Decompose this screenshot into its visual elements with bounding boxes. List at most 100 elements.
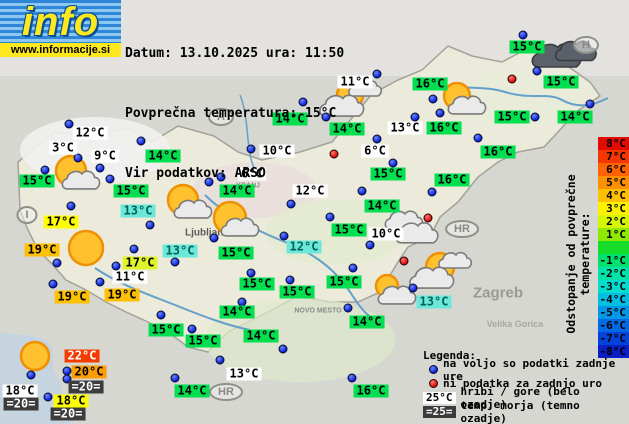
- road-sign-i: I: [16, 206, 38, 224]
- temp-label: 19°C: [104, 288, 140, 302]
- scale-bar: 8°C 7°C 6°C 5°C 4°C 3°C 2°C 1°C -1°C -2°C -3°C -4°C…: [598, 137, 629, 358]
- station-dot-blue: [372, 69, 382, 79]
- temp-label: 15°C: [494, 110, 530, 124]
- station-dot-blue: [95, 277, 105, 287]
- sun-cloud-icon: [374, 273, 417, 305]
- station-dot-blue: [26, 370, 36, 380]
- legend-white-text: hribi / gore (belo ozadje): [460, 384, 580, 411]
- station-dot-red: [399, 256, 409, 266]
- temp-label: 20°C: [71, 365, 107, 379]
- temp-label: 14°C: [145, 149, 181, 163]
- station-dot-blue: [48, 279, 58, 289]
- station-dot-blue: [62, 374, 72, 384]
- legend-dark-chip: =25=: [423, 405, 456, 418]
- city-name: NOVO MESTO: [294, 307, 342, 315]
- station-dot-blue: [343, 303, 353, 313]
- station-dot-blue: [43, 392, 53, 402]
- temp-label: 19°C: [54, 290, 90, 304]
- scale-step: -2°C: [598, 267, 629, 280]
- station-dot-blue: [427, 187, 437, 197]
- logo-stripes: info: [0, 0, 121, 43]
- road-sign-hr: HR: [445, 220, 479, 238]
- sea-temp-label: =20=: [68, 380, 104, 394]
- station-dot-blue: [170, 257, 180, 267]
- scale-step: -6°C: [598, 319, 629, 332]
- sea-temp-label: =20=: [50, 407, 86, 421]
- scale-step: -1°C: [598, 254, 629, 267]
- temp-label: 12°C: [292, 184, 328, 198]
- station-dot-blue: [410, 112, 420, 122]
- station-dot-blue: [145, 220, 155, 230]
- temp-label: 11°C: [337, 75, 373, 89]
- temp-label: 11°C: [112, 270, 148, 284]
- temp-label: 13°C: [120, 204, 156, 218]
- temp-label: 15°C: [370, 167, 406, 181]
- station-dot-blue: [246, 268, 256, 278]
- scale-step: [598, 241, 629, 254]
- temp-label: 14°C: [557, 110, 593, 124]
- station-dot-blue: [473, 133, 483, 143]
- temp-label: 18°C: [2, 384, 38, 398]
- station-dot-blue: [585, 99, 595, 109]
- scale-title: Odstopanje od povprečne temperature:: [564, 174, 592, 334]
- station-dot-blue: [278, 344, 288, 354]
- station-dot-blue: [246, 144, 256, 154]
- temp-label: 16°C: [353, 384, 389, 398]
- station-dot-blue: [95, 163, 105, 173]
- temp-label: 9°C: [91, 149, 119, 163]
- scale-step: -3°C: [598, 280, 629, 293]
- station-dot-blue: [187, 324, 197, 334]
- station-dot-blue: [204, 177, 214, 187]
- station-dot-blue: [347, 373, 357, 383]
- station-dot-blue: [216, 172, 226, 182]
- info-logo[interactable]: info www.informacije.si: [0, 0, 121, 57]
- temp-label: 16°C: [480, 145, 516, 159]
- station-dot-blue: [435, 108, 445, 118]
- station-dot-red: [423, 213, 433, 223]
- station-dot-blue: [52, 258, 62, 268]
- station-dot-blue: [357, 186, 367, 196]
- station-dot-blue: [298, 97, 308, 107]
- temp-label: 10°C: [368, 227, 404, 241]
- scale-step: 3°C: [598, 202, 629, 215]
- temp-label: 15°C: [185, 334, 221, 348]
- station-dot-blue: [209, 233, 219, 243]
- temp-label: 6°C: [238, 167, 266, 181]
- scale-step: -5°C: [598, 306, 629, 319]
- header-block: Datum: 13.10.2025 ura: 11:50 Povprečna t…: [125, 4, 344, 224]
- station-dot-blue: [111, 261, 121, 271]
- temp-label: 15°C: [218, 246, 254, 260]
- station-dot-blue: [285, 275, 295, 285]
- legend-red-text: ni podatka za zadnjo uro: [443, 377, 602, 390]
- station-dot-blue: [279, 231, 289, 241]
- temp-label: 15°C: [279, 285, 315, 299]
- temp-label: 17°C: [43, 215, 79, 229]
- station-dot-blue: [73, 153, 83, 163]
- temp-label: 12°C: [286, 240, 322, 254]
- temp-label: 13°C: [226, 367, 262, 381]
- road-sign-a: A: [208, 108, 234, 126]
- header-source: Vir podatkov: ARSO: [125, 166, 266, 181]
- station-dot-blue: [170, 373, 180, 383]
- station-dot-blue: [348, 263, 358, 273]
- temp-label: 14°C: [243, 329, 279, 343]
- station-dot-red: [329, 149, 339, 159]
- station-dot-blue: [518, 30, 528, 40]
- scale-step: 6°C: [598, 163, 629, 176]
- header-date: Datum: 13.10.2025 ura: 11:50: [125, 46, 345, 61]
- temp-label: 15°C: [19, 174, 55, 188]
- legend-title: Legenda:: [423, 349, 476, 362]
- scale-step: -4°C: [598, 293, 629, 306]
- station-dot-blue: [321, 112, 331, 122]
- road-sign-h: H: [573, 36, 599, 54]
- logo-url[interactable]: www.informacije.si: [0, 43, 121, 57]
- temp-label: 16°C: [434, 173, 470, 187]
- station-dot-blue: [408, 283, 418, 293]
- station-dot-blue: [365, 240, 375, 250]
- temp-label: 18°C: [53, 394, 89, 408]
- temp-label: 15°C: [326, 275, 362, 289]
- legend-dark-text: temp. morja (temno ozadje): [460, 398, 580, 424]
- legend-red-dot-icon: [429, 379, 438, 388]
- temp-label: 15°C: [239, 277, 275, 291]
- temp-label: 13°C: [162, 244, 198, 258]
